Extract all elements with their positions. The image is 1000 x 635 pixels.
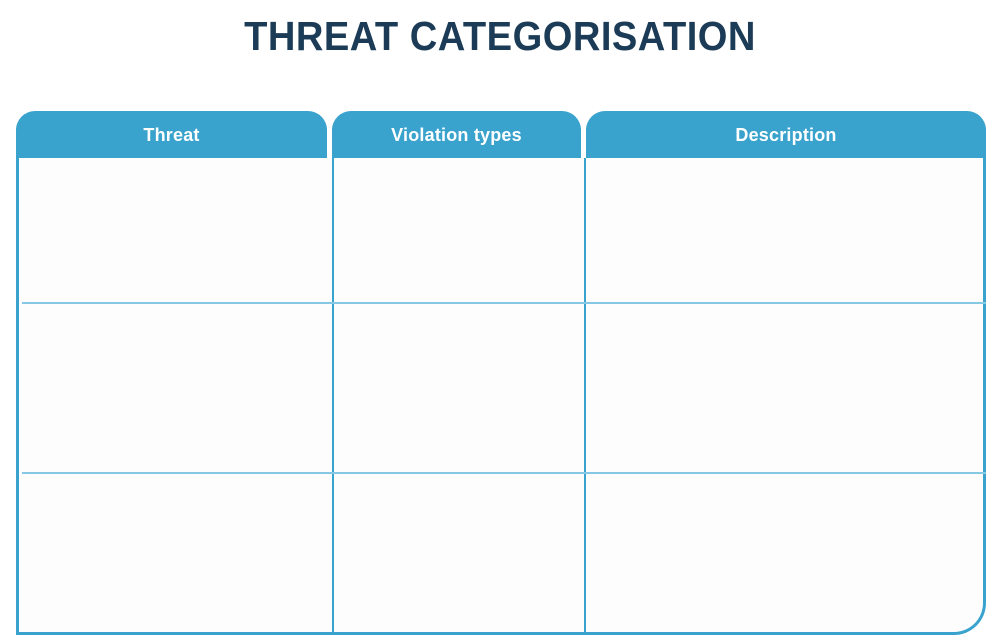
column-header-violation-types-label: Violation types bbox=[391, 124, 522, 145]
page-title: THREAT CATEGORISATION bbox=[244, 13, 756, 59]
column-divider-1 bbox=[332, 158, 334, 635]
cell-violation-types[interactable] bbox=[333, 304, 585, 472]
cell-description[interactable] bbox=[585, 158, 989, 302]
column-header-description[interactable]: Description bbox=[586, 111, 986, 158]
column-header-threat-label: Threat bbox=[143, 124, 200, 145]
table-row bbox=[19, 474, 989, 635]
row-divider-2 bbox=[22, 472, 986, 474]
cell-description[interactable] bbox=[585, 304, 989, 472]
column-header-threat[interactable]: Threat bbox=[16, 111, 327, 158]
table-header-row: Threat Violation types Description bbox=[16, 111, 986, 158]
cell-threat[interactable] bbox=[19, 158, 333, 302]
column-header-description-label: Description bbox=[735, 124, 837, 145]
row-divider-1 bbox=[22, 302, 986, 304]
column-header-violation-types[interactable]: Violation types bbox=[332, 111, 581, 158]
cell-threat[interactable] bbox=[19, 474, 333, 635]
table-row bbox=[19, 304, 989, 472]
cell-violation-types[interactable] bbox=[333, 474, 585, 635]
cell-description[interactable] bbox=[585, 474, 989, 635]
cell-violation-types[interactable] bbox=[333, 158, 585, 302]
table-body bbox=[16, 158, 986, 635]
cell-threat[interactable] bbox=[19, 304, 333, 472]
column-divider-2 bbox=[584, 158, 586, 635]
threat-categorisation-table: Threat Violation types Description bbox=[16, 111, 986, 635]
table-row bbox=[19, 158, 989, 302]
table-body-grid bbox=[19, 158, 989, 635]
